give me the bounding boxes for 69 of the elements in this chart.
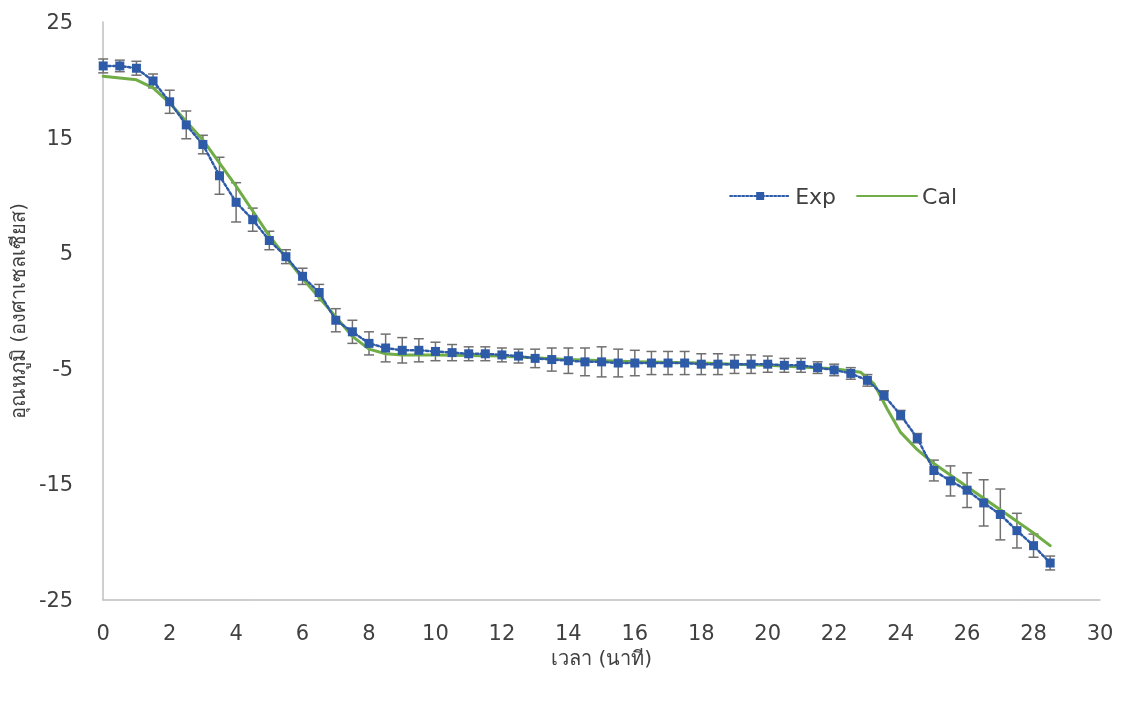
y-tick-label: 5 [59, 241, 74, 266]
point [347, 327, 357, 337]
x-tick-label: 8 [362, 620, 376, 645]
point [331, 315, 341, 325]
point [630, 358, 640, 368]
point [364, 338, 374, 348]
legend-label: Cal [922, 183, 958, 209]
x-tick-label: 22 [820, 620, 848, 645]
point [763, 359, 773, 369]
point [214, 171, 224, 181]
x-tick-label: 30 [1086, 620, 1114, 645]
point [746, 359, 756, 369]
point [264, 235, 274, 245]
point [663, 358, 673, 368]
y-tick-label: 25 [46, 10, 74, 34]
point [929, 466, 939, 476]
x-tick-label: 20 [754, 620, 782, 645]
point [1029, 541, 1039, 551]
point [397, 345, 407, 355]
point [181, 120, 191, 130]
x-tick-label: 12 [488, 620, 516, 645]
y-tick-label: -25 [38, 588, 74, 612]
point [713, 359, 723, 369]
point [1012, 526, 1022, 536]
x-tick-label: 0 [96, 620, 110, 645]
x-tick-label: 18 [687, 620, 715, 645]
point [563, 356, 573, 366]
y-tick-label: 15 [46, 125, 74, 150]
point [231, 197, 241, 207]
point [248, 215, 258, 225]
point [314, 288, 324, 297]
point [597, 357, 607, 367]
point [580, 357, 590, 367]
point [381, 343, 391, 353]
point [962, 485, 972, 495]
point [298, 271, 308, 281]
point [646, 358, 656, 368]
x-tick-label: 10 [422, 620, 449, 645]
point [613, 358, 623, 368]
x-tick-label: 16 [621, 620, 649, 645]
x-axis-title: เวลา (นาที) [551, 646, 653, 670]
x-tick-label: 24 [887, 620, 915, 645]
point [98, 61, 108, 71]
point [414, 345, 424, 355]
x-tick-label: 4 [229, 620, 243, 645]
point [796, 360, 806, 370]
y-axis-title: อุณหภูมิ (องศาเซลเซียส) [6, 203, 31, 419]
point [165, 97, 175, 107]
point [696, 359, 706, 369]
point [779, 360, 789, 370]
x-tick-label: 6 [295, 620, 310, 645]
point [281, 252, 291, 262]
legend-label: Exp [795, 183, 837, 209]
x-tick-label: 28 [1020, 620, 1047, 645]
x-tick-label: 2 [162, 620, 177, 645]
point [995, 509, 1005, 519]
x-tick-label: 14 [555, 620, 582, 645]
point [680, 358, 690, 368]
x-tick-label: 26 [953, 620, 981, 645]
point [530, 353, 540, 363]
point [198, 140, 208, 150]
y-tick-label: -5 [52, 356, 74, 381]
point [547, 355, 557, 365]
point [430, 346, 440, 356]
y-tick-label: -15 [38, 472, 74, 497]
point [945, 476, 955, 486]
point [730, 359, 740, 369]
point [979, 498, 989, 508]
point [447, 348, 457, 358]
